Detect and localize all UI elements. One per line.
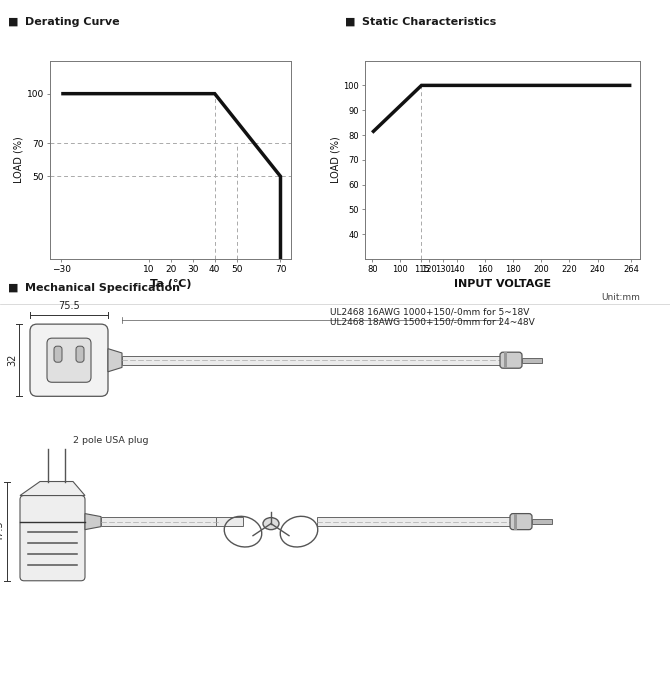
Y-axis label: LOAD (%): LOAD (%): [330, 137, 340, 183]
X-axis label: Ta (℃): Ta (℃): [150, 279, 192, 289]
Bar: [216, 517, 243, 526]
Text: ■: ■: [8, 17, 19, 26]
Bar: [122, 356, 500, 365]
Bar: [101, 517, 216, 526]
FancyBboxPatch shape: [20, 495, 85, 581]
Text: 47.5: 47.5: [0, 520, 5, 542]
FancyBboxPatch shape: [30, 324, 108, 396]
FancyBboxPatch shape: [510, 513, 532, 530]
Text: 2 pole USA plug: 2 pole USA plug: [73, 436, 149, 446]
Text: Mechanical Specification: Mechanical Specification: [25, 283, 180, 293]
Y-axis label: LOAD (%): LOAD (%): [14, 137, 24, 183]
Bar: [522, 358, 542, 363]
Polygon shape: [85, 513, 101, 530]
Polygon shape: [108, 349, 122, 371]
FancyBboxPatch shape: [500, 352, 522, 368]
Text: Unit:mm: Unit:mm: [601, 293, 640, 302]
Text: ■: ■: [345, 17, 356, 26]
Text: 75.5: 75.5: [58, 301, 80, 311]
FancyBboxPatch shape: [76, 346, 84, 362]
Text: ■: ■: [8, 283, 19, 293]
X-axis label: INPUT VOLTAGE: INPUT VOLTAGE: [454, 279, 551, 289]
Bar: [317, 517, 510, 526]
FancyBboxPatch shape: [54, 346, 62, 362]
Bar: [504, 352, 507, 368]
Text: 32: 32: [7, 354, 17, 366]
Bar: [532, 519, 552, 524]
Text: Static Characteristics: Static Characteristics: [362, 17, 496, 26]
Polygon shape: [20, 481, 85, 495]
Ellipse shape: [263, 518, 279, 530]
Text: Derating Curve: Derating Curve: [25, 17, 120, 26]
Text: UL2468 16AWG 1000+150/-0mm for 5~18V: UL2468 16AWG 1000+150/-0mm for 5~18V: [330, 307, 529, 316]
FancyBboxPatch shape: [47, 338, 91, 382]
Text: UL2468 18AWG 1500+150/-0mm for 24~48V: UL2468 18AWG 1500+150/-0mm for 24~48V: [330, 317, 535, 326]
Bar: [514, 513, 517, 530]
